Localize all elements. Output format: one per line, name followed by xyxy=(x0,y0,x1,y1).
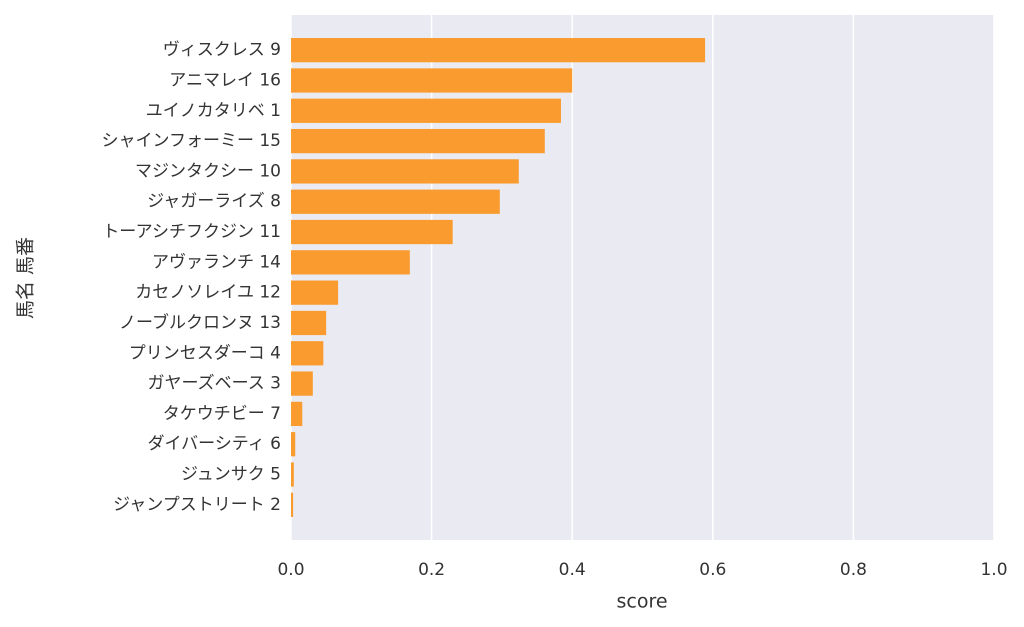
y-tick-label: ダイバーシティ 6 xyxy=(147,434,281,454)
bar xyxy=(291,219,453,245)
y-axis-title: 馬名 馬番 xyxy=(15,237,37,319)
y-tick-label: ガヤーズベース 3 xyxy=(147,374,281,394)
y-tick-label: ジャガーライズ 8 xyxy=(147,192,281,212)
y-tick-label: ジャンプストリート 2 xyxy=(113,495,281,515)
x-tick-label: 0.6 xyxy=(699,560,726,580)
bar xyxy=(291,250,410,275)
x-axis-title: score xyxy=(616,591,667,613)
y-tick-label: トーアシチフクジン 11 xyxy=(102,222,281,242)
y-tick-label: シャインフォーミー 15 xyxy=(101,131,281,151)
bar xyxy=(291,280,339,305)
y-tick-label: ユイノカタリベ 1 xyxy=(146,101,281,121)
y-tick-label: ヴィスクレス 9 xyxy=(163,40,281,60)
bar xyxy=(291,401,303,427)
bar xyxy=(291,341,324,366)
bar xyxy=(291,68,573,93)
bar xyxy=(291,38,706,63)
bar xyxy=(291,432,296,457)
y-tick-label: タケウチビー 7 xyxy=(163,404,281,424)
bar xyxy=(291,128,545,154)
y-tick-label: カセノソレイユ 12 xyxy=(135,283,281,303)
bar xyxy=(291,310,327,336)
bar xyxy=(291,462,294,487)
y-tick-label: アニマレイ 16 xyxy=(169,70,281,90)
bar xyxy=(291,492,294,517)
y-tick-label: ノーブルクロンヌ 13 xyxy=(119,312,281,333)
y-tick-label: アヴァランチ 14 xyxy=(152,252,281,272)
plot-area xyxy=(291,15,994,540)
bar xyxy=(291,189,500,214)
x-tick-label: 0.0 xyxy=(277,560,304,580)
y-tick-label: プリンセスダーコ 4 xyxy=(129,343,281,363)
bar xyxy=(291,98,561,123)
x-tick-label: 0.8 xyxy=(840,560,867,580)
x-tick-label: 1.0 xyxy=(980,560,1007,580)
bar xyxy=(291,159,519,184)
bar xyxy=(291,371,313,396)
x-tick-label: 0.4 xyxy=(559,560,586,580)
x-tick-label: 0.2 xyxy=(418,560,445,580)
y-tick-label: マジンタクシー 10 xyxy=(135,161,281,181)
y-tick-label: ジュンサク 5 xyxy=(181,465,281,485)
